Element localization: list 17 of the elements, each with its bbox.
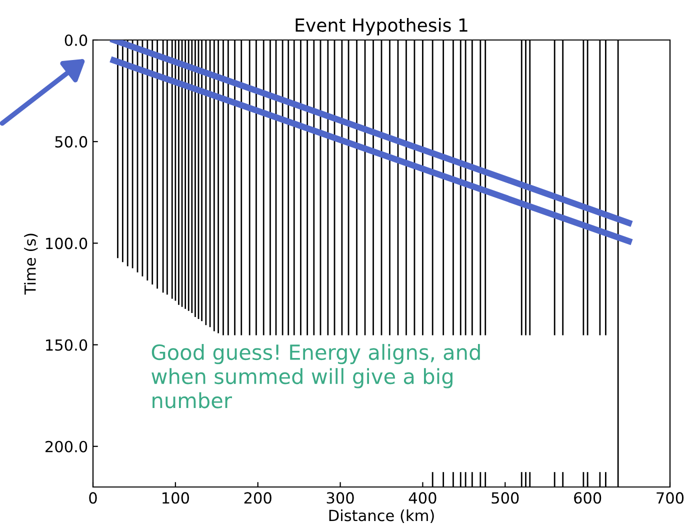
y-tick-label: 150.0 — [46, 339, 88, 351]
x-tick-label: 500 — [492, 492, 519, 504]
x-axis-title: Distance (km) — [329, 509, 434, 524]
x-tick-label: 100 — [162, 492, 189, 504]
chart-title: Event Hypothesis 1 — [296, 18, 468, 36]
annotation: Good guess! Energy aligns, and when summed will give a big number — [152, 344, 480, 408]
x-tick-label: 300 — [326, 492, 354, 504]
x-tick-label: 700 — [656, 492, 684, 504]
y-tick-label: 0.0 — [64, 34, 88, 46]
x-tick-label: 200 — [244, 492, 272, 504]
x-tick-label: 600 — [574, 492, 602, 504]
y-tick-label: 100.0 — [46, 238, 88, 250]
x-tick-label: 400 — [408, 492, 436, 504]
x-tick-label: 0 — [89, 492, 97, 504]
y-tick-label: 50.0 — [55, 136, 88, 148]
y-tick-label: 200.0 — [46, 440, 88, 452]
y-axis-title: Time (s) — [24, 234, 38, 295]
